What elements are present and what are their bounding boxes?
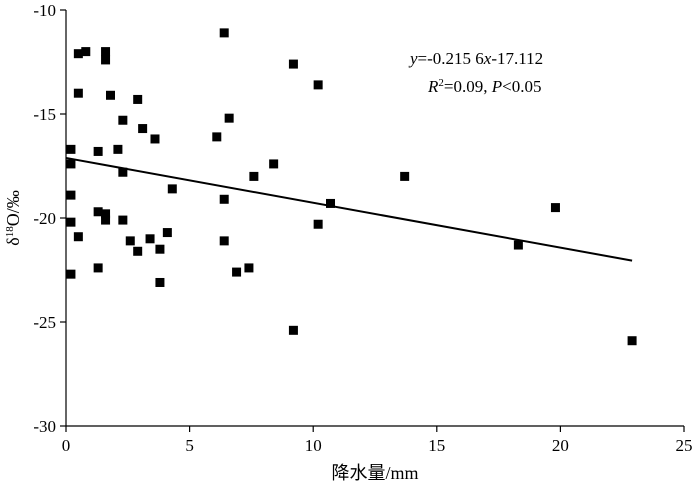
data-point [118, 115, 128, 125]
y-axis-title-sup: 18 [4, 226, 16, 238]
data-point [219, 28, 229, 38]
data-point [167, 184, 177, 194]
data-point [93, 263, 103, 273]
data-point [66, 217, 76, 227]
y-axis-title: δ18O/‰ [3, 190, 23, 245]
data-point [249, 171, 259, 181]
data-point [113, 144, 123, 154]
data-point [138, 124, 148, 134]
data-point [269, 159, 279, 169]
data-point [66, 190, 76, 200]
data-point [219, 236, 229, 246]
data-point [212, 132, 222, 142]
data-point [313, 80, 323, 90]
data-point [288, 325, 298, 335]
y-axis-title-rest: O/‰ [3, 190, 23, 226]
stat-r-sup: 2 [438, 77, 444, 89]
x-ticks: 0 5 10 15 20 25 [62, 426, 693, 455]
data-point [101, 215, 111, 225]
data-point [118, 215, 128, 225]
data-point [627, 336, 637, 346]
stat-p-value: <0.05 [502, 77, 541, 96]
data-points [66, 28, 637, 346]
data-point [66, 269, 76, 279]
data-point [224, 113, 234, 123]
x-tick-label: 0 [62, 436, 71, 455]
data-point [101, 47, 111, 57]
data-point [66, 144, 76, 154]
y-tick-label: -10 [33, 1, 56, 20]
y-axis-title-delta: δ [3, 237, 23, 245]
x-tick-label: 5 [185, 436, 194, 455]
data-point [326, 198, 336, 208]
data-point [105, 90, 115, 100]
regression-equation: y=-0.215 6x-17.112 [408, 49, 543, 68]
data-point [93, 146, 103, 156]
x-tick-label: 15 [428, 436, 445, 455]
axes [65, 10, 684, 427]
stat-p: P [491, 77, 502, 96]
y-tick-label: -15 [33, 105, 56, 124]
data-point [93, 207, 103, 217]
data-point [219, 194, 229, 204]
eq-intercept: -17.112 [491, 49, 543, 68]
y-tick-label: -20 [33, 209, 56, 228]
data-point [513, 240, 523, 250]
data-point [81, 47, 91, 57]
data-point [232, 267, 242, 277]
x-tick-label: 20 [552, 436, 569, 455]
eq-y: y [408, 49, 418, 68]
data-point [73, 88, 83, 98]
y-tick-label: -25 [33, 313, 56, 332]
x-tick-label: 10 [305, 436, 322, 455]
data-point [73, 49, 83, 59]
data-point [73, 232, 83, 242]
eq-coef: =-0.215 6 [418, 49, 484, 68]
data-point [118, 167, 128, 177]
data-point [400, 171, 410, 181]
trend-line [65, 156, 633, 262]
data-point [288, 59, 298, 69]
data-point [313, 219, 323, 229]
data-point [550, 203, 560, 213]
data-point [150, 134, 160, 144]
y-tick-label: -30 [33, 417, 56, 436]
x-tick-label: 25 [676, 436, 693, 455]
y-ticks: -10 -15 -20 -25 -30 [33, 1, 66, 436]
eq-x: x [483, 49, 492, 68]
data-point [155, 244, 165, 254]
stat-r: R [427, 77, 439, 96]
data-point [66, 159, 76, 169]
data-point [155, 277, 165, 287]
data-point [101, 55, 111, 65]
data-point [125, 236, 135, 246]
data-point [133, 94, 143, 104]
data-point [133, 246, 143, 256]
data-point [162, 228, 172, 238]
x-axis-title: 降水量/mm [331, 463, 418, 483]
data-point [101, 209, 111, 219]
data-point [244, 263, 254, 273]
regression-stats: R2=0.09, P<0.05 [427, 77, 541, 96]
stat-r-value: =0.09, [444, 77, 492, 96]
data-point [145, 234, 155, 244]
